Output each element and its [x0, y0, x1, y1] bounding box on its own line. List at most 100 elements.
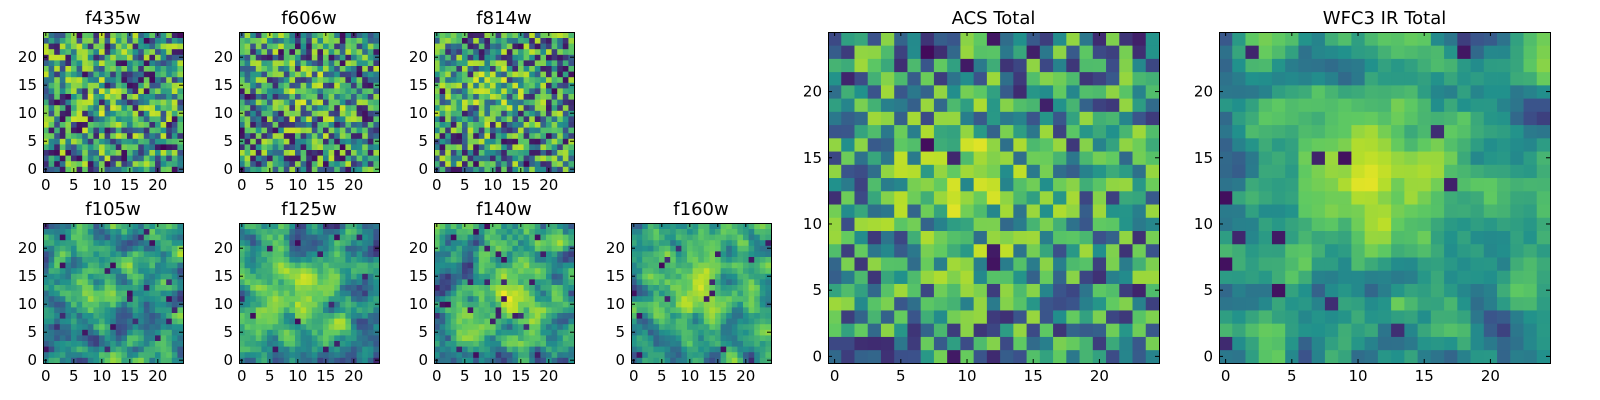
heatmap-cell: [171, 60, 178, 66]
heatmap-cell: [462, 301, 468, 308]
heatmap-cell: [947, 349, 961, 364]
heatmap-cell: [160, 335, 167, 341]
heatmap-cell: [534, 121, 541, 128]
heatmap-cell: [244, 48, 251, 55]
heatmap-cell: [110, 357, 117, 364]
heatmap-cell: [317, 127, 324, 134]
heatmap-cell: [692, 290, 699, 297]
heatmap-cell: [1026, 323, 1041, 337]
heatmap-cell: [731, 256, 738, 263]
heatmap-cell: [99, 290, 105, 297]
heatmap-cell: [518, 295, 524, 302]
y-tick-label: 15: [606, 267, 625, 285]
heatmap-cell: [283, 110, 290, 117]
heatmap-cell: [362, 262, 369, 269]
heatmap-cell: [171, 149, 178, 156]
heatmap-cell: [709, 267, 716, 274]
heatmap-cell: [709, 351, 716, 358]
heatmap-cell: [317, 295, 324, 302]
heatmap-cell: [289, 65, 296, 72]
heatmap-cell: [546, 239, 552, 246]
heatmap-cell: [71, 82, 77, 89]
heatmap-cell: [177, 43, 184, 50]
heatmap-cell: [653, 357, 660, 364]
heatmap-cell: [529, 54, 536, 61]
heatmap-cell: [362, 284, 369, 291]
heatmap-cell: [127, 155, 133, 162]
heatmap-cell: [642, 301, 649, 308]
heatmap-cell: [562, 295, 569, 302]
heatmap-cell: [534, 88, 541, 94]
heatmap-cell: [506, 284, 513, 291]
heatmap-cell: [317, 273, 324, 280]
heatmap-cell: [71, 88, 77, 94]
heatmap-cell: [523, 138, 530, 145]
heatmap-cell: [367, 340, 374, 347]
heatmap-cell: [306, 262, 313, 269]
heatmap-cell: [351, 60, 357, 66]
heatmap-cell: [506, 43, 513, 50]
heatmap-cell: [149, 138, 156, 145]
heatmap-cell: [960, 204, 975, 218]
heatmap-cell: [267, 116, 273, 122]
heatmap-cell: [947, 217, 961, 231]
heatmap-cell: [250, 32, 257, 38]
heatmap-cell: [306, 301, 313, 308]
y-tick-label: 20: [18, 48, 37, 66]
heatmap-cell: [48, 335, 55, 341]
heatmap-cell: [568, 239, 575, 246]
heatmap-cell: [244, 116, 251, 122]
heatmap-cell: [568, 262, 575, 269]
heatmap-cell: [160, 267, 167, 274]
heatmap-cell: [328, 267, 335, 274]
heatmap-cell: [759, 256, 766, 263]
heatmap-cell: [250, 37, 257, 44]
heatmap-cell: [110, 307, 117, 313]
heatmap-cell: [473, 329, 480, 336]
heatmap-cell: [110, 245, 117, 252]
heatmap-cell: [328, 43, 335, 50]
heatmap-cell: [367, 228, 374, 235]
heatmap-cell: [540, 340, 547, 347]
heatmap-cell: [272, 65, 279, 72]
heatmap-cell: [71, 60, 77, 66]
heatmap-cell: [127, 93, 133, 100]
heatmap-cell: [356, 279, 363, 285]
heatmap-cell: [272, 323, 279, 330]
heatmap-cell: [373, 239, 380, 246]
heatmap-cell: [1119, 270, 1133, 284]
heatmap-cell: [177, 223, 184, 229]
heatmap-cell: [76, 307, 83, 313]
heatmap-cell: [518, 256, 524, 263]
heatmap-cell: [99, 110, 105, 117]
heatmap-cell: [334, 245, 341, 252]
heatmap-cell: [267, 256, 273, 263]
heatmap-cell: [726, 251, 733, 257]
heatmap-cell: [267, 329, 273, 336]
heatmap-cell: [664, 267, 671, 274]
heatmap-cell: [115, 76, 122, 83]
heatmap-cell: [104, 307, 111, 313]
heatmap-cell: [867, 230, 882, 245]
heatmap-cell: [462, 335, 468, 341]
heatmap-cell: [512, 43, 519, 50]
heatmap-cell: [171, 284, 178, 291]
heatmap-cell: [93, 351, 100, 358]
heatmap-cell: [506, 267, 513, 274]
heatmap-cell: [87, 149, 94, 156]
heatmap-cell: [48, 256, 55, 263]
heatmap-cell: [854, 204, 869, 218]
heatmap-cell: [841, 323, 855, 337]
heatmap-cell: [54, 160, 61, 167]
heatmap-cell: [306, 323, 313, 330]
heatmap-cell: [450, 279, 457, 285]
heatmap-cell: [115, 138, 122, 145]
heatmap-cell: [484, 127, 491, 134]
heatmap-cell: [568, 71, 575, 78]
heatmap-cell: [692, 239, 699, 246]
heatmap-cell: [345, 279, 352, 285]
heatmap-cell: [726, 346, 733, 353]
heatmap-cell: [495, 99, 502, 106]
heatmap-cell: [373, 279, 380, 285]
